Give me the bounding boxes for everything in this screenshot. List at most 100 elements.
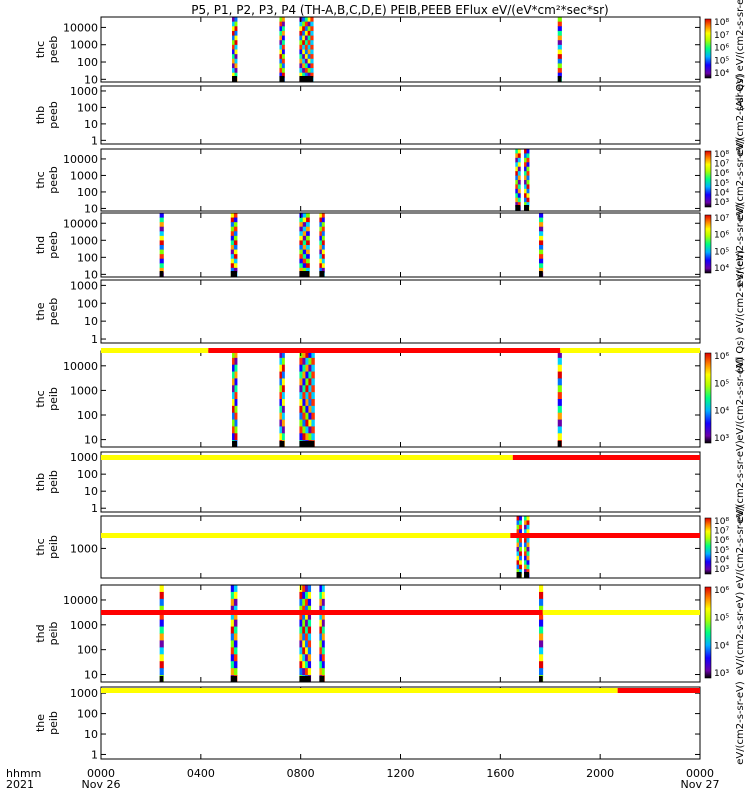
y-tick-label: 1000 [70,687,98,700]
spectrogram-cell [305,433,309,441]
colorbar-tick-label: 10⁵ [714,247,729,257]
spectrogram-interval [232,17,238,83]
spectrogram-cell [281,385,285,393]
spectrogram-cell [557,371,562,379]
spectrogram-cell [305,378,309,386]
y-tick-label: 100 [77,101,98,114]
spectrogram-cell [281,412,285,420]
spectrogram-cell [319,647,323,655]
spectrogram-cell [539,605,544,614]
spectrogram-cell [279,392,283,400]
spectrogram-cell [232,17,235,23]
spectrogram-cell [519,551,522,557]
spectrogram-cell [524,529,527,535]
y-tick-label: 100 [77,708,98,721]
spectrogram-cell [539,258,544,264]
spectrogram-cell [515,202,519,207]
spectrogram-low-energy-band [159,676,164,682]
spectrogram-cell [304,17,309,23]
spectrogram-cell [230,231,235,237]
spectrogram-cell [319,245,323,250]
spectrogram-cell [299,357,303,366]
spectrogram-cell [526,171,530,176]
panel-frame [100,85,701,145]
spectrogram-low-energy-band [159,271,164,277]
panel-frame [100,451,701,513]
spectrogram-cell [307,63,311,69]
spectrogram-cell [306,249,310,255]
spectrogram-interval [515,149,521,212]
spectrogram-cell [232,399,235,407]
spectrogram-cell [319,585,323,593]
spectrogram-cell [233,626,238,634]
colorbar-tick-label: 10⁷ [714,527,729,537]
mode-bar-segment [101,533,511,538]
spectrogram-cell [526,180,530,185]
spectrogram-cell [319,598,323,607]
y-tick-label: 1000 [70,39,98,52]
spectrogram-cell [230,263,235,269]
spectrogram-cell [539,235,544,241]
y-tick-label: 100 [77,186,98,199]
y-tick-label: 10000 [63,594,98,607]
spectrogram-cell [234,58,238,64]
spectrogram-cell [159,619,164,627]
y-tick-label: 1000 [70,169,98,182]
spectrogram-cell [302,68,306,74]
spectrogram-cell [302,40,306,46]
spectrogram-cell [319,668,323,676]
spectrogram-cell [233,240,238,246]
spectrogram-cell [306,258,310,264]
colorbar-unit-label: eV/(cm2-s-sr-eV) [735,440,746,524]
spectrogram-cell [234,17,238,23]
spectrogram-cell [516,564,520,570]
spectrogram-cell [159,222,164,228]
spectrogram-cell [321,235,325,241]
spectrogram-cell [310,40,314,46]
spectrogram-cell [302,72,306,78]
spectrogram-cell [524,171,527,176]
colorbar-tick-label: 10⁴ [714,188,729,198]
spectrogram-cell [311,419,315,427]
spectrogram-cell [299,433,303,441]
colorbar-tick-label: 10³ [714,434,729,444]
spectrogram-cell [299,640,303,648]
spectrogram-cell [302,54,306,60]
spectrogram-low-energy-band [232,441,238,447]
spectrogram-cell [306,254,310,260]
spectrogram-cell [281,35,285,41]
colorbar-tick-label: 10⁶ [714,536,729,546]
spectrogram-cell [281,433,285,441]
spectrogram-cell [281,26,285,32]
spectrogram-cell [305,585,309,593]
spectrogram-cell [281,392,285,400]
spectrogram-cell [233,633,238,641]
spectrogram-cell [279,30,283,36]
spectrogram-cell [517,175,521,181]
colorbar-tick-label: 10³ [714,198,729,208]
colorbar-unit-label: eV/(cm2-s-sr-eV) [735,592,746,676]
spectrogram-cell [524,180,527,185]
spectrogram-cell [524,516,527,521]
spectrogram-cell [302,647,306,655]
spectrogram-cell [159,235,164,241]
mode-bar-segment [101,610,543,615]
spectrogram-cell [526,555,530,561]
colorbar-tick-label: 10⁵ [714,56,729,66]
panel-probe-label: thc [34,390,47,407]
spectrogram-cell [159,240,164,246]
mode-bar-segment [617,688,700,693]
spectrogram-cell [526,202,530,207]
spectrogram-cell [304,49,309,55]
spectrogram-cell [299,426,303,434]
spectrogram-cell [234,30,238,36]
panel-frame [100,350,701,448]
colorbar-unit-label: eV/(cm2-s-sr-eV) [735,138,746,222]
spectrogram-cell [517,166,521,172]
spectrogram-cell [281,17,285,23]
y-tick-label: 10 [84,434,98,447]
spectrogram-low-energy-band [557,441,562,447]
spectrogram-cell [299,245,304,250]
spectrogram-low-energy-band [557,76,562,82]
